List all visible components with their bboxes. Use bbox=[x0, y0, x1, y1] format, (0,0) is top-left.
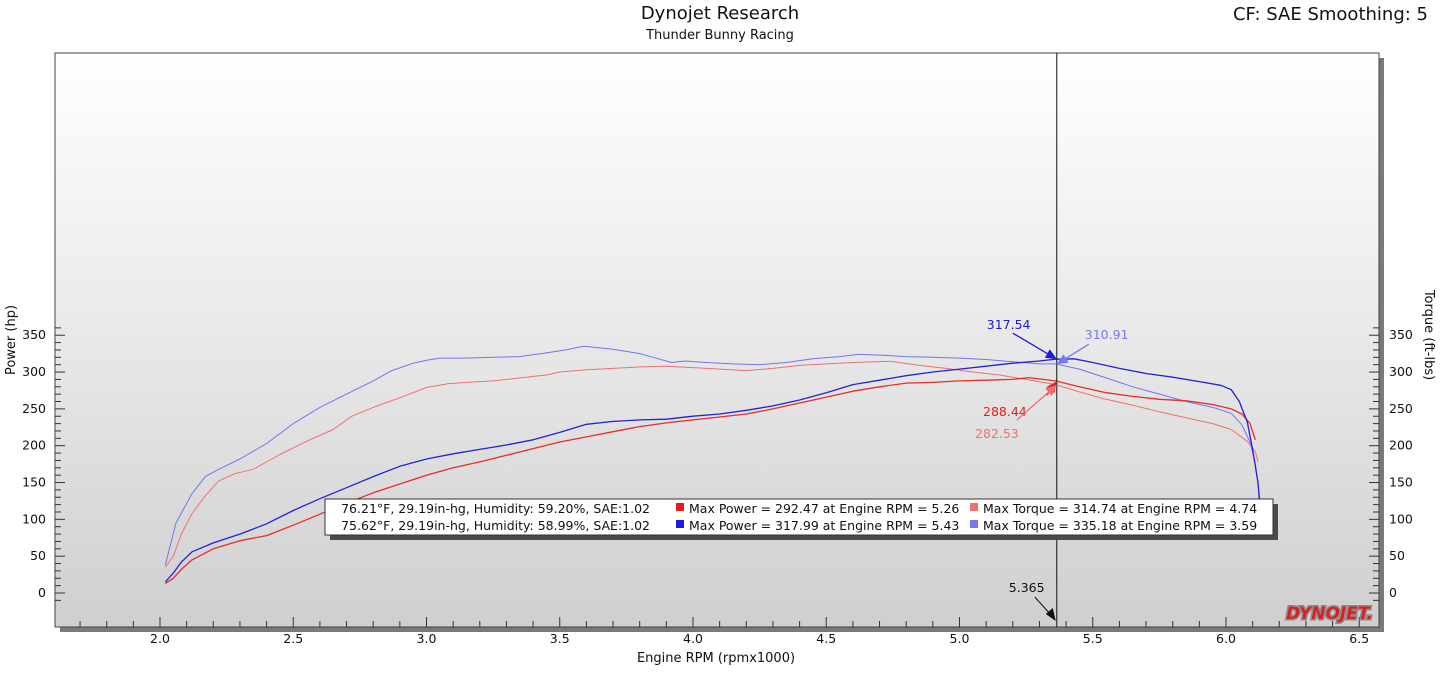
marker-value-run1-power: 288.44 bbox=[983, 404, 1027, 419]
y-left-tick-label: 300 bbox=[22, 364, 46, 379]
y-axis-label-left: Power (hp) bbox=[4, 305, 19, 375]
correction-factor-label: CF: SAE Smoothing: 5 bbox=[1232, 4, 1428, 25]
cursor-rpm-label: 5.365 bbox=[1009, 580, 1045, 595]
x-axis-label: Engine RPM (rpmx1000) bbox=[637, 651, 795, 666]
x-tick-label: 3.5 bbox=[550, 631, 570, 646]
chart-subtitle: Thunder Bunny Racing bbox=[646, 28, 794, 43]
y-left-tick-label: 50 bbox=[30, 548, 46, 563]
legend-box: 76.21°F, 29.19in-hg, Humidity: 59.20%, S… bbox=[324, 498, 1278, 540]
series-line-run2-power bbox=[164, 358, 1264, 583]
series-group bbox=[164, 345, 1264, 584]
y-right-tick-label: 100 bbox=[1389, 511, 1413, 526]
x-tick-label: 4.0 bbox=[683, 631, 703, 646]
cursor-group[interactable]: 5.365 317.54 310.91 288.44 282.53 bbox=[975, 53, 1129, 627]
y-left-tick-label: 100 bbox=[22, 511, 46, 526]
y-right-tick-label: 250 bbox=[1389, 401, 1413, 416]
y-right-tick-label: 300 bbox=[1389, 364, 1413, 379]
legend-swatch-run2-power bbox=[676, 520, 684, 528]
legend-conditions-run2: 75.62°F, 29.19in-hg, Humidity: 58.99%, S… bbox=[341, 518, 650, 533]
marker-arrowhead-run1-torque bbox=[1045, 384, 1057, 396]
y-right-tick-label: 150 bbox=[1389, 475, 1413, 490]
x-tick-label: 6.5 bbox=[1349, 631, 1369, 646]
series-line-run1-power bbox=[164, 376, 1256, 584]
legend-torque-run1: Max Torque = 314.74 at Engine RPM = 4.74 bbox=[983, 501, 1257, 516]
x-tick-label: 5.0 bbox=[950, 631, 970, 646]
legend-swatch-run1-power bbox=[676, 503, 684, 511]
y-right-tick-label: 200 bbox=[1389, 438, 1413, 453]
dynojet-logo: DYNOJET. DYNOJET. bbox=[1285, 603, 1375, 626]
marker-value-run2-power: 317.54 bbox=[987, 317, 1031, 332]
legend-conditions-run1: 76.21°F, 29.19in-hg, Humidity: 59.20%, S… bbox=[341, 501, 650, 516]
legend-swatch-run2-torque bbox=[970, 520, 978, 528]
svg-text:DYNOJET.: DYNOJET. bbox=[1286, 604, 1373, 624]
series-line-run1-torque bbox=[164, 360, 1259, 568]
legend-power-run1: Max Power = 292.47 at Engine RPM = 5.26 bbox=[689, 501, 959, 516]
x-tick-label: 4.5 bbox=[816, 631, 836, 646]
x-tick-label: 6.0 bbox=[1216, 631, 1236, 646]
chart-title: Dynojet Research bbox=[640, 3, 800, 24]
y-left-tick-label: 200 bbox=[22, 438, 46, 453]
y-right-tick-label: 350 bbox=[1389, 327, 1413, 342]
marker-value-run2-torque: 310.91 bbox=[1085, 327, 1129, 342]
y-left-tick-label: 150 bbox=[22, 475, 46, 490]
svg-text:DYNOJET.: DYNOJET. bbox=[1286, 604, 1373, 624]
y-left-tick-label: 350 bbox=[22, 327, 46, 342]
legend-power-run2: Max Power = 317.99 at Engine RPM = 5.43 bbox=[689, 518, 959, 533]
y-left-tick-label: 0 bbox=[38, 585, 46, 600]
marker-arrowhead-run2-torque bbox=[1056, 354, 1069, 365]
y-right-tick-label: 0 bbox=[1389, 585, 1397, 600]
y-right-tick-label: 50 bbox=[1389, 548, 1405, 563]
plot-area bbox=[54, 52, 1380, 628]
marker-arrowhead-run2-power bbox=[1044, 349, 1057, 360]
x-tick-label: 2.5 bbox=[283, 631, 303, 646]
legend-torque-run2: Max Torque = 335.18 at Engine RPM = 3.59 bbox=[983, 518, 1257, 533]
y-axis-label-right: Torque (ft-lbs) bbox=[1421, 289, 1436, 380]
x-tick-label: 3.0 bbox=[417, 631, 437, 646]
marker-value-run1-torque: 282.53 bbox=[975, 426, 1019, 441]
series-line-run2-torque bbox=[164, 345, 1264, 566]
y-left-tick-label: 250 bbox=[22, 401, 46, 416]
x-tick-label: 2.0 bbox=[150, 631, 170, 646]
legend-swatch-run1-torque bbox=[970, 503, 978, 511]
axis-ticks: 2.0 2.5 3.0 3.5 4.0 4.5 5.0 5.5 6.0 6.5 0 0 50 50 100 1… bbox=[22, 327, 1413, 646]
x-tick-label: 5.5 bbox=[1083, 631, 1103, 646]
cursor-arrow-head bbox=[1045, 608, 1056, 621]
